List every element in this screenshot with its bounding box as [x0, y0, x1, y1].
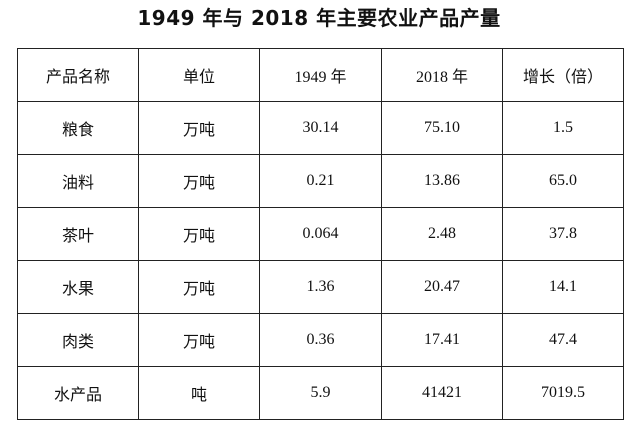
cell-2018: 2.48: [381, 207, 503, 261]
cell-growth: 7019.5: [502, 366, 624, 420]
cell-2018: 20.47: [381, 260, 503, 314]
table-row: 肉类 万吨 0.36 17.41 47.4: [17, 313, 624, 367]
header-unit: 单位: [138, 48, 260, 102]
cell-unit: 万吨: [138, 313, 260, 367]
cell-product: 肉类: [17, 313, 139, 367]
cell-unit: 万吨: [138, 154, 260, 208]
table-row: 水产品 吨 5.9 41421 7019.5: [17, 366, 624, 420]
cell-product: 油料: [17, 154, 139, 208]
cell-2018: 13.86: [381, 154, 503, 208]
cell-1949: 0.064: [259, 207, 382, 261]
header-growth: 增长（倍）: [502, 48, 624, 102]
table-row: 粮食 万吨 30.14 75.10 1.5: [17, 101, 624, 155]
cell-growth: 37.8: [502, 207, 624, 261]
cell-1949: 0.21: [259, 154, 382, 208]
table-row: 油料 万吨 0.21 13.86 65.0: [17, 154, 624, 208]
cell-growth: 65.0: [502, 154, 624, 208]
cell-growth: 1.5: [502, 101, 624, 155]
table-row: 茶叶 万吨 0.064 2.48 37.8: [17, 207, 624, 261]
header-year-2018: 2018 年: [381, 48, 503, 102]
cell-unit: 万吨: [138, 101, 260, 155]
cell-product: 茶叶: [17, 207, 139, 261]
cell-2018: 17.41: [381, 313, 503, 367]
cell-1949: 30.14: [259, 101, 382, 155]
cell-unit: 吨: [138, 366, 260, 420]
cell-1949: 1.36: [259, 260, 382, 314]
table-header-row: 产品名称 单位 1949 年 2018 年 增长（倍）: [17, 48, 624, 102]
header-year-1949: 1949 年: [259, 48, 382, 102]
table-row: 水果 万吨 1.36 20.47 14.1: [17, 260, 624, 314]
cell-growth: 14.1: [502, 260, 624, 314]
cell-2018: 41421: [381, 366, 503, 420]
cell-growth: 47.4: [502, 313, 624, 367]
cell-product: 水产品: [17, 366, 139, 420]
agriculture-output-table: 产品名称 单位 1949 年 2018 年 增长（倍） 粮食 万吨 30.14 …: [17, 48, 624, 420]
cell-unit: 万吨: [138, 260, 260, 314]
cell-1949: 0.36: [259, 313, 382, 367]
cell-product: 水果: [17, 260, 139, 314]
cell-unit: 万吨: [138, 207, 260, 261]
table-title: 1949 年与 2018 年主要农业产品产量: [137, 6, 501, 30]
cell-product: 粮食: [17, 101, 139, 155]
header-product-name: 产品名称: [17, 48, 139, 102]
cell-1949: 5.9: [259, 366, 382, 420]
cell-2018: 75.10: [381, 101, 503, 155]
